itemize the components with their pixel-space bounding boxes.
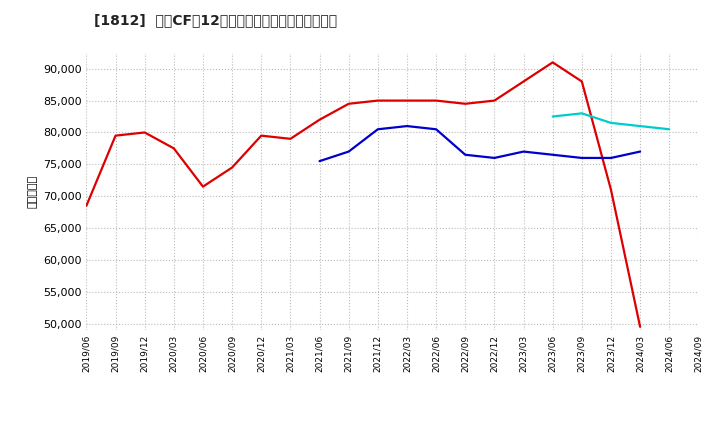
- Y-axis label: （百万円）: （百万円）: [27, 175, 37, 208]
- Text: [1812]  営業CFだ12か月移動合計の標準偏差の推移: [1812] 営業CFだ12か月移動合計の標準偏差の推移: [94, 13, 337, 27]
